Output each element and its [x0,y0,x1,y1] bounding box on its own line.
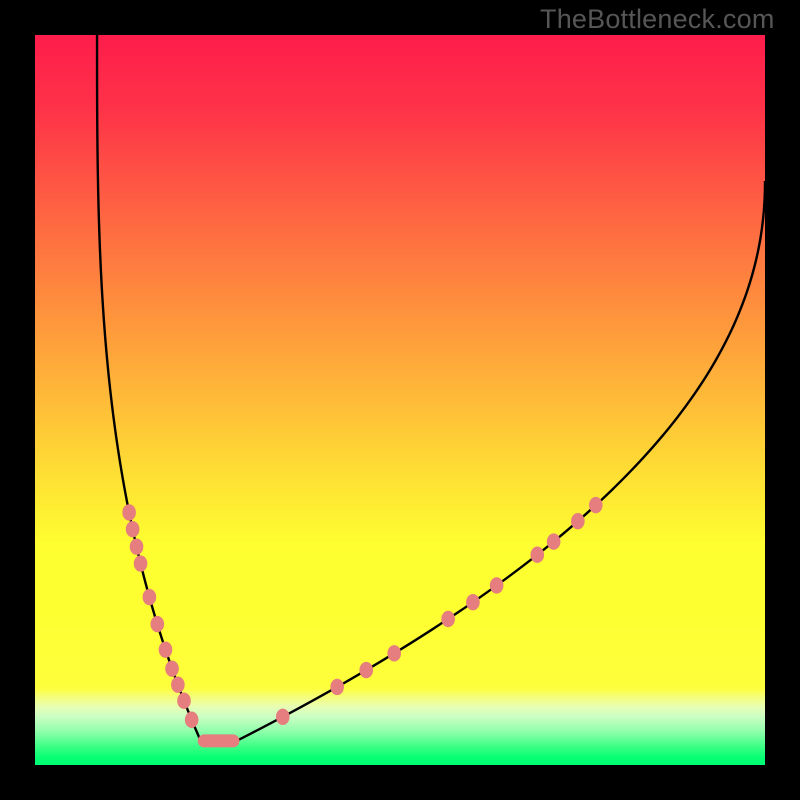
curve-marker [276,709,290,725]
curve-marker [171,677,185,693]
curve-marker [589,497,603,513]
curve-marker [177,693,191,709]
curve-marker [571,513,585,529]
watermark-label: TheBottleneck.com [540,4,775,35]
curve-marker [466,594,480,610]
curve-marker [134,555,148,571]
curve-marker [387,645,401,661]
curve-bottom-marker-bar [198,734,240,747]
curve-marker [151,616,165,632]
curve-marker [330,679,344,695]
curve-marker [359,662,373,678]
curve-marker [126,521,140,537]
curve-marker [159,641,173,657]
curve-marker [165,660,179,676]
curve-marker [122,504,136,520]
bottleneck-curve-overlay [0,0,800,800]
curve-marker [441,611,455,627]
bottleneck-curve [97,35,765,741]
chart-container: TheBottleneck.com [0,0,800,800]
curve-marker [490,577,504,593]
curve-marker [185,712,199,728]
curve-marker [143,589,157,605]
curve-marker [530,547,544,563]
curve-marker [547,533,561,549]
curve-marker [130,539,144,555]
